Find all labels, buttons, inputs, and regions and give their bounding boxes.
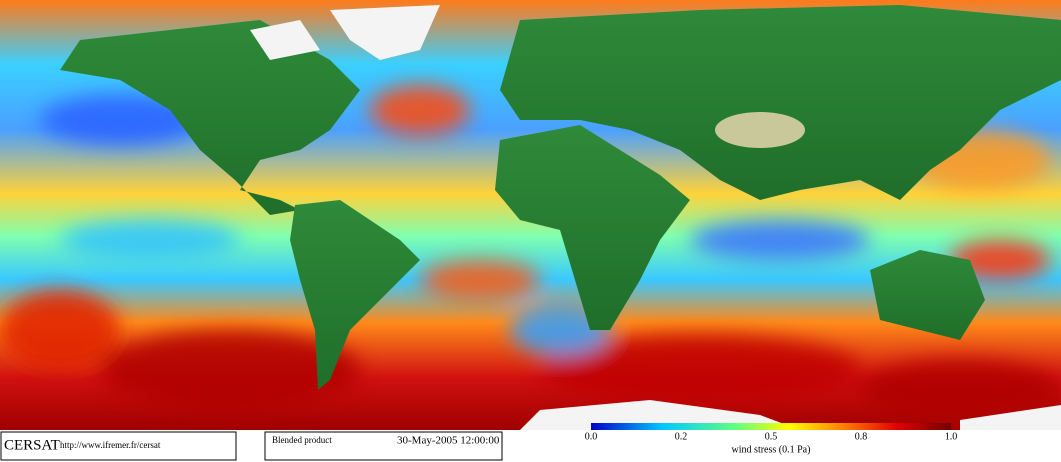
land (60, 5, 1061, 390)
colorbar-label: wind stress (0.1 Pa) (732, 444, 811, 455)
colorbar-tick-label: 1.0 (945, 431, 958, 442)
datetime: 30-May-2005 12:00:00 (397, 435, 500, 447)
colorbar-ticks: 0.0 0.2 0.5 0.8 1.0 (585, 431, 958, 442)
product: Blended product (272, 435, 332, 445)
logo: CERSAT (4, 437, 60, 453)
ice (250, 5, 1061, 430)
url: http://www.ifremer.fr/cersat (60, 440, 161, 450)
product-box (264, 431, 503, 461)
colorbar-tick-label: 0.0 (585, 431, 598, 442)
colorbar-tick-label: 0.8 (855, 431, 868, 442)
logo-box (0, 431, 237, 461)
colorbar-tick-label: 0.2 (675, 431, 688, 442)
colorbar (591, 423, 951, 430)
colorbar-tick-label: 0.5 (765, 431, 778, 442)
